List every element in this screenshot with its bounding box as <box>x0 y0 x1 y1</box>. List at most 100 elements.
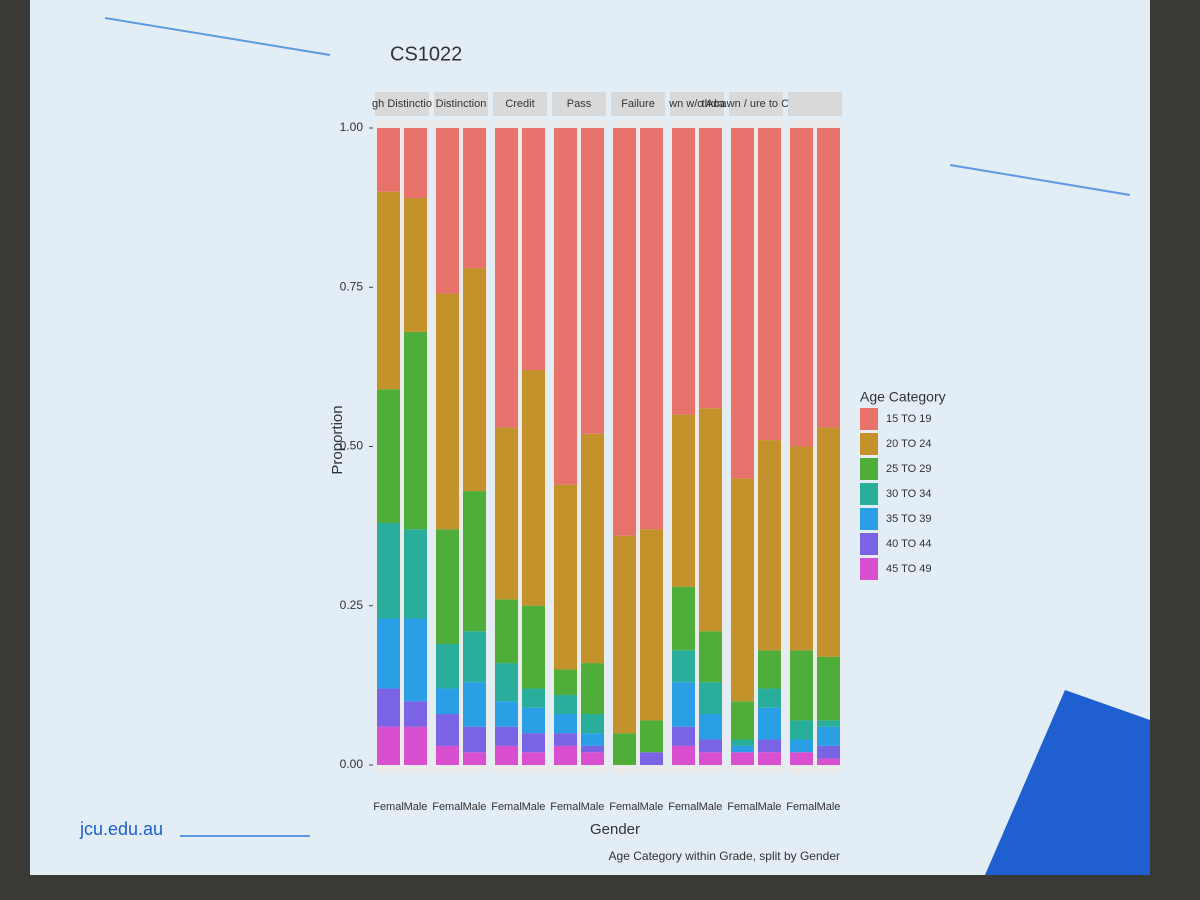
bar-segment <box>554 694 577 715</box>
bar-segment <box>758 739 781 753</box>
legend-swatch <box>860 408 878 430</box>
bar-segment <box>554 669 577 695</box>
bar-segment <box>699 128 722 409</box>
bar-segment <box>699 714 722 740</box>
facet-strip <box>434 92 488 116</box>
bar-segment <box>790 739 813 753</box>
legend-swatch <box>860 458 878 480</box>
facet-label: wn w/o Aca <box>668 98 726 110</box>
bar-segment <box>436 128 459 294</box>
y-axis-label: Proportion <box>329 405 346 474</box>
facet-strip <box>729 92 783 116</box>
bar-segment <box>495 128 518 428</box>
bar-segment <box>699 408 722 632</box>
y-tick-label: 0.25 <box>340 598 364 612</box>
bar-segment <box>522 707 545 734</box>
bar-segment <box>731 745 754 753</box>
bar-segment <box>495 745 518 765</box>
x-tick-label: Femal <box>491 801 522 813</box>
legend-label: 45 TO 49 <box>886 563 931 575</box>
bar-segment <box>495 427 518 600</box>
bar-segment <box>672 745 695 765</box>
bar-segment <box>377 688 400 727</box>
legend-swatch <box>860 508 878 530</box>
x-tick-label: Male <box>463 801 487 813</box>
bar-segment <box>554 128 577 485</box>
bar-segment <box>436 745 459 765</box>
bar-segment <box>613 535 636 734</box>
bar-segment <box>790 128 813 447</box>
bar-segment <box>377 522 400 619</box>
bar-segment <box>672 726 695 746</box>
bar-segment <box>731 739 754 746</box>
facet-label: thdrawn / ure to Comp <box>702 98 811 110</box>
bar-segment <box>404 198 427 332</box>
caption: Age Category within Grade, split by Gend… <box>609 849 840 863</box>
facet-label: Failure <box>621 98 655 110</box>
bar-segment <box>817 128 840 428</box>
legend-label: 40 TO 44 <box>886 538 931 550</box>
bar-segment <box>640 720 663 753</box>
x-axis-label: Gender <box>590 821 640 838</box>
bar-segment <box>640 128 663 530</box>
legend-title: Age Category <box>860 389 946 405</box>
bar-segment <box>640 752 663 765</box>
x-tick-label: Male <box>817 801 841 813</box>
bar-segment <box>404 701 427 727</box>
x-tick-label: Femal <box>786 801 817 813</box>
bar-segment <box>522 128 545 371</box>
bar-segment <box>404 331 427 530</box>
bar-segment <box>817 427 840 657</box>
bar-segment <box>758 440 781 651</box>
y-tick-label: 1.00 <box>340 120 364 134</box>
bar-segment <box>404 726 427 765</box>
bar-segment <box>581 433 604 664</box>
bar-segment <box>672 586 695 651</box>
x-tick-label: Femal <box>373 801 404 813</box>
bar-segment <box>758 688 781 708</box>
bar-segment <box>731 701 754 740</box>
bar-segment <box>463 631 486 683</box>
legend-swatch <box>860 533 878 555</box>
bar-segment <box>404 128 427 199</box>
bar-segment <box>377 389 400 523</box>
x-tick-label: Male <box>758 801 782 813</box>
legend-label: 25 TO 29 <box>886 463 931 475</box>
bar-segment <box>731 752 754 765</box>
bar-segment <box>436 529 459 644</box>
y-tick-label: 0.75 <box>340 279 364 293</box>
bar-segment <box>377 128 400 192</box>
bar-segment <box>522 752 545 765</box>
bar-segment <box>404 529 427 619</box>
legend-swatch <box>860 433 878 455</box>
footer: jcu.edu.au <box>79 819 163 839</box>
bar-segment <box>463 268 486 492</box>
bar-segment <box>758 707 781 740</box>
bar-segment <box>436 643 459 689</box>
bar-segment <box>758 650 781 689</box>
bar-segment <box>699 752 722 765</box>
bar-segment <box>758 752 781 765</box>
bar-segment <box>522 733 545 753</box>
bar-segment <box>463 491 486 632</box>
bar-segment <box>495 663 518 702</box>
bar-segment <box>699 682 722 715</box>
x-tick-label: Femal <box>727 801 758 813</box>
bar-segment <box>522 370 545 606</box>
legend-swatch <box>860 483 878 505</box>
y-tick-label: 0.50 <box>340 439 364 453</box>
bar-segment <box>463 752 486 765</box>
x-tick-label: Femal <box>668 801 699 813</box>
facet-strip <box>552 92 606 116</box>
y-tick-label: 0.00 <box>340 757 364 771</box>
bar-segment <box>817 720 840 727</box>
bar-segment <box>554 733 577 746</box>
bar-segment <box>436 714 459 746</box>
bar-segment <box>495 599 518 664</box>
facet-strip <box>788 92 842 116</box>
legend-label: 35 TO 39 <box>886 513 931 525</box>
decor-line <box>104 17 331 56</box>
logo-shape <box>985 690 1150 875</box>
bar-segment <box>790 650 813 721</box>
